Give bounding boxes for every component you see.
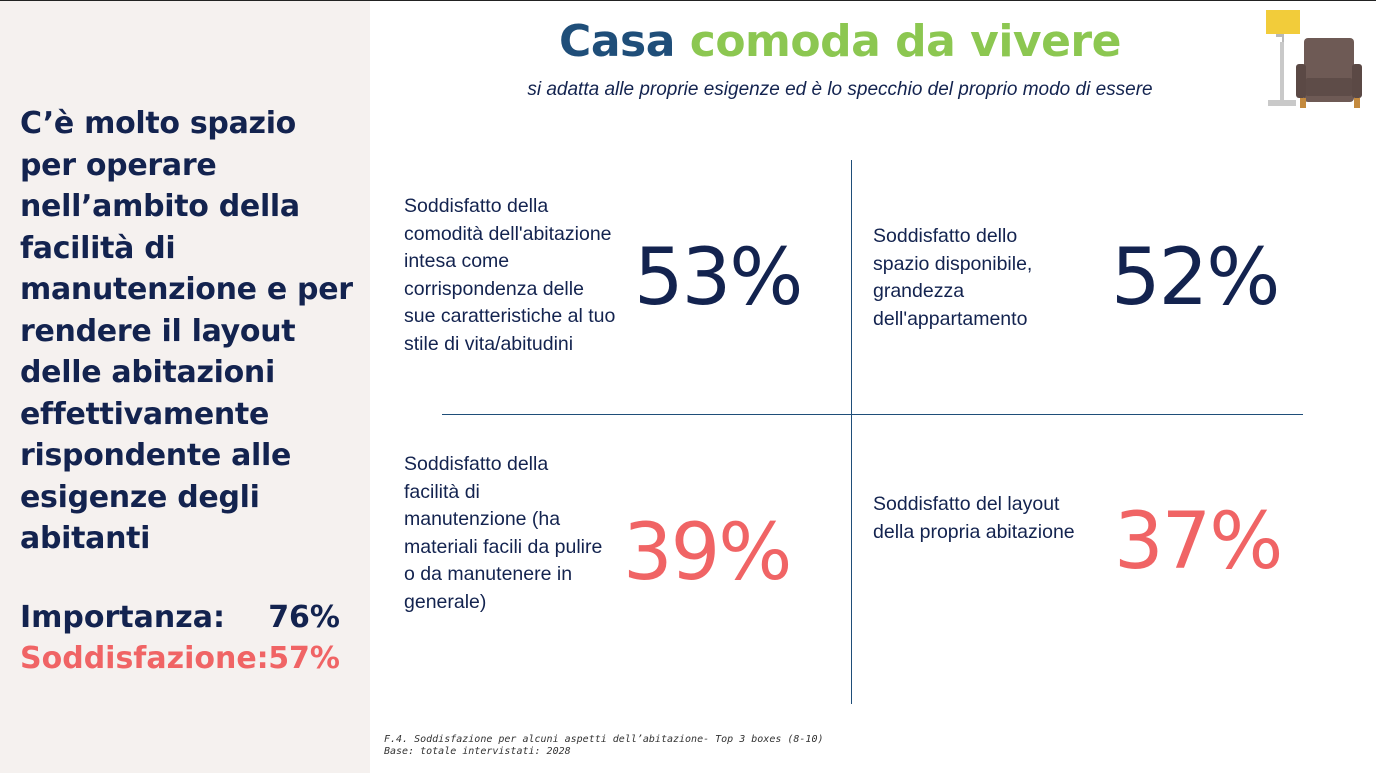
footnote-base: Base: totale intervistati: 2028 <box>384 746 571 757</box>
quadrant-comodita-label: Soddisfatto della comodità dell'abitazio… <box>404 195 616 355</box>
satisfaction-label: Soddisfazione: <box>20 641 269 676</box>
quadrant-divider-horizontal <box>442 414 1303 415</box>
quadrant-divider-vertical <box>851 160 852 704</box>
sidebar-headline: C’è molto spazio per operare nell’ambito… <box>20 106 353 556</box>
importance-value: 76% <box>268 600 340 635</box>
floor-lamp-and-armchair-icon <box>1266 10 1362 108</box>
title-part-casa: Casa <box>559 16 675 67</box>
footnote-source: F.4. Soddisfazione per alcuni aspetti de… <box>384 734 824 745</box>
quadrant-comodita-value: 53% <box>634 233 803 323</box>
top-border <box>0 0 1376 1</box>
quadrant-layout-label: Soddisfatto del layout della propria abi… <box>873 493 1075 543</box>
satisfaction-value: 57% <box>268 641 340 676</box>
quadrant-manutenzione-value: 39% <box>623 508 792 598</box>
quadrant-spazio-label: Soddisfatto dello spazio disponibile, gr… <box>873 225 1033 330</box>
footnote: F.4. Soddisfazione per alcuni aspetti de… <box>384 734 824 758</box>
page-subtitle: si adatta alle proprie esigenze ed è lo … <box>527 79 1153 100</box>
quadrant-spazio-value: 52% <box>1111 233 1280 323</box>
importance-label: Importanza: <box>20 600 225 635</box>
quadrant-manutenzione-label: Soddisfatto della facilità di manutenzio… <box>404 453 603 613</box>
title-part-comoda: comoda da vivere <box>689 16 1122 67</box>
quadrant-layout-value: 37% <box>1114 497 1283 587</box>
page-title: Casa comoda da vivere <box>370 12 1310 72</box>
left-sidebar: C’è molto spazio per operare nell’ambito… <box>0 1 370 773</box>
